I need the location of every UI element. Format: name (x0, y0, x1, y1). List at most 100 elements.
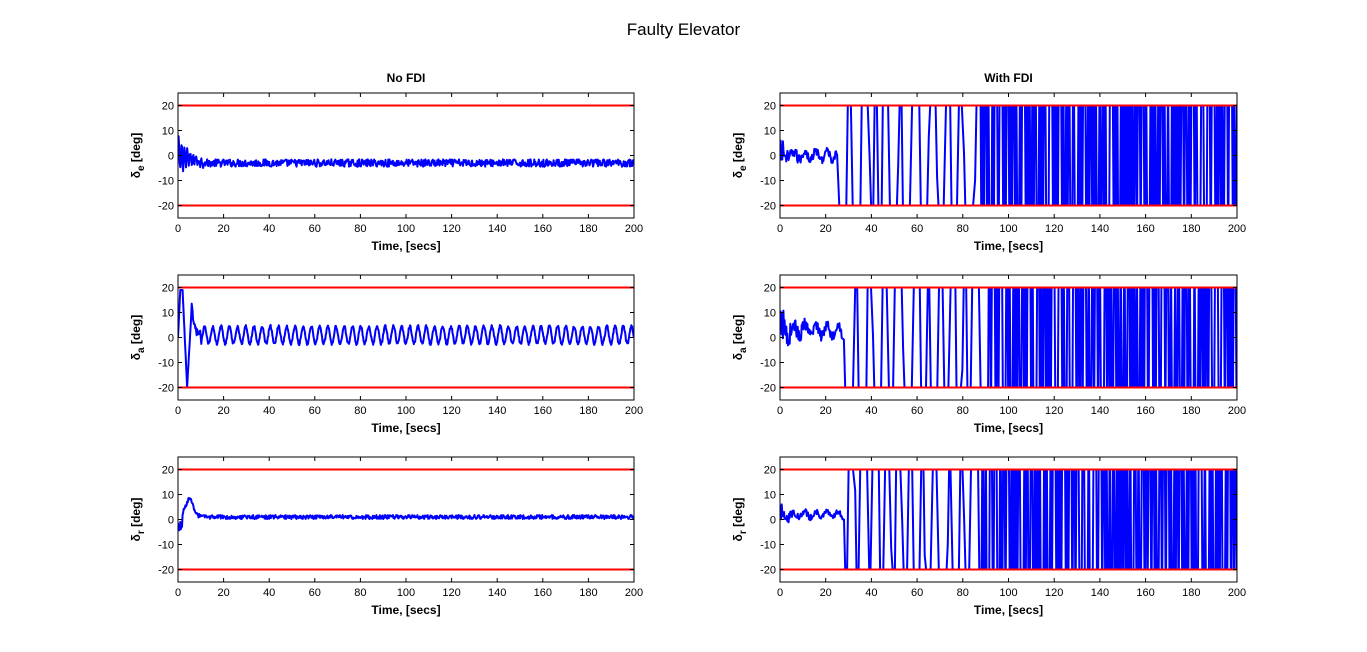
x-tick-label: 120 (442, 223, 460, 235)
subplot-3: 0 20 40 60 80 100 120 140 160 180 200 -20 -10 0 10 20 Ti… (129, 274, 643, 435)
column-title: With FDI (984, 71, 1033, 85)
x-tick-label: 140 (488, 405, 506, 417)
y-tick-label: 0 (770, 333, 776, 345)
y-tick-label: 20 (764, 101, 776, 113)
x-tick-label: 80 (957, 587, 969, 599)
x-tick-label: 0 (777, 587, 783, 599)
x-axis-label: Time, [secs] (974, 603, 1043, 617)
y-tick-label: 10 (764, 126, 776, 138)
column-title: No FDI (387, 71, 426, 85)
figure-title: Faulty Elevator (626, 20, 741, 39)
x-tick-label: 160 (534, 587, 552, 599)
y-axis-label: δr [deg] (129, 498, 147, 542)
y-label-symbol: δ (129, 353, 143, 360)
y-axis-label: δa [deg] (129, 315, 147, 361)
x-tick-label: 80 (957, 405, 969, 417)
x-axis-label: Time, [secs] (974, 421, 1043, 435)
x-tick-label: 60 (309, 223, 321, 235)
y-axis-label: δa [deg] (731, 315, 749, 361)
x-tick-label: 60 (911, 223, 923, 235)
x-tick-label: 100 (397, 587, 415, 599)
x-tick-label: 100 (999, 223, 1017, 235)
subplot-6: 0 20 40 60 80 100 120 140 160 180 200 -20 -10 0 10 20 Ti… (731, 456, 1246, 617)
x-tick-label: 140 (1091, 405, 1109, 417)
x-axis-label: Time, [secs] (371, 421, 440, 435)
x-tick-label: 0 (175, 223, 181, 235)
x-tick-label: 140 (1091, 587, 1109, 599)
y-label-symbol: δ (731, 534, 745, 541)
x-tick-label: 100 (999, 405, 1017, 417)
y-tick-label: 10 (162, 490, 174, 502)
y-tick-label: 20 (764, 465, 776, 477)
y-label-unit: [deg] (731, 133, 745, 166)
x-tick-label: 120 (442, 405, 460, 417)
x-tick-label: 180 (1182, 587, 1200, 599)
x-tick-label: 160 (1136, 405, 1154, 417)
y-tick-label: 0 (770, 515, 776, 527)
x-tick-label: 60 (309, 405, 321, 417)
y-label-symbol: δ (731, 353, 745, 360)
y-label-unit: [deg] (129, 315, 143, 348)
subplot-4: 0 20 40 60 80 100 120 140 160 180 200 -20 -10 0 10 20 Ti… (731, 274, 1246, 435)
x-tick-label: 140 (488, 223, 506, 235)
y-tick-label: 10 (764, 490, 776, 502)
y-tick-label: -10 (158, 176, 174, 188)
y-tick-label: -20 (760, 565, 776, 577)
subplot-1: 0 20 40 60 80 100 120 140 160 180 200 -20 -10 0 10 20 Ti… (129, 71, 643, 253)
y-tick-label: 10 (764, 308, 776, 320)
x-tick-label: 80 (354, 587, 366, 599)
x-tick-label: 140 (488, 587, 506, 599)
y-tick-label: 0 (168, 515, 174, 527)
x-tick-label: 20 (820, 405, 832, 417)
y-axis-label: δe [deg] (129, 133, 147, 179)
y-tick-label: 10 (162, 126, 174, 138)
x-tick-label: 80 (354, 223, 366, 235)
x-tick-label: 100 (397, 405, 415, 417)
x-axis-label: Time, [secs] (371, 239, 440, 253)
x-tick-label: 100 (397, 223, 415, 235)
y-label-symbol: δ (731, 171, 745, 178)
x-axis-label: Time, [secs] (371, 603, 440, 617)
y-label-unit: [deg] (129, 498, 143, 531)
y-label-unit: [deg] (731, 315, 745, 348)
x-tick-label: 40 (865, 587, 877, 599)
y-tick-label: -20 (760, 383, 776, 395)
y-label-symbol: δ (129, 534, 143, 541)
signal-line (178, 289, 634, 389)
x-tick-label: 40 (263, 223, 275, 235)
y-label-subscript: e (738, 165, 749, 171)
x-tick-label: 200 (625, 587, 643, 599)
subplot-5: 0 20 40 60 80 100 120 140 160 180 200 -20 -10 0 10 20 Ti… (129, 456, 643, 617)
y-label-symbol: δ (129, 171, 143, 178)
y-tick-label: -10 (158, 358, 174, 370)
x-tick-label: 120 (442, 587, 460, 599)
y-label-subscript: a (738, 347, 749, 353)
y-tick-label: -20 (158, 201, 174, 213)
x-tick-label: 140 (1091, 223, 1109, 235)
y-axis-label: δr [deg] (731, 498, 749, 542)
y-tick-label: 0 (770, 151, 776, 163)
plot-area (178, 93, 634, 218)
x-tick-label: 200 (625, 405, 643, 417)
x-tick-label: 160 (534, 223, 552, 235)
y-label-subscript: e (136, 165, 147, 171)
x-tick-label: 60 (309, 587, 321, 599)
y-tick-label: -10 (158, 540, 174, 552)
x-tick-label: 120 (1045, 223, 1063, 235)
x-tick-label: 20 (217, 405, 229, 417)
x-tick-label: 0 (777, 405, 783, 417)
x-tick-label: 180 (579, 587, 597, 599)
signal-line (178, 496, 634, 532)
y-tick-label: -20 (158, 383, 174, 395)
y-label-unit: [deg] (129, 133, 143, 166)
x-tick-label: 200 (625, 223, 643, 235)
y-tick-label: 20 (162, 465, 174, 477)
x-tick-label: 180 (1182, 223, 1200, 235)
x-tick-label: 80 (957, 223, 969, 235)
x-tick-label: 40 (865, 223, 877, 235)
x-tick-label: 180 (579, 223, 597, 235)
y-tick-label: 20 (162, 283, 174, 295)
x-tick-label: 160 (1136, 223, 1154, 235)
y-tick-label: -20 (760, 201, 776, 213)
